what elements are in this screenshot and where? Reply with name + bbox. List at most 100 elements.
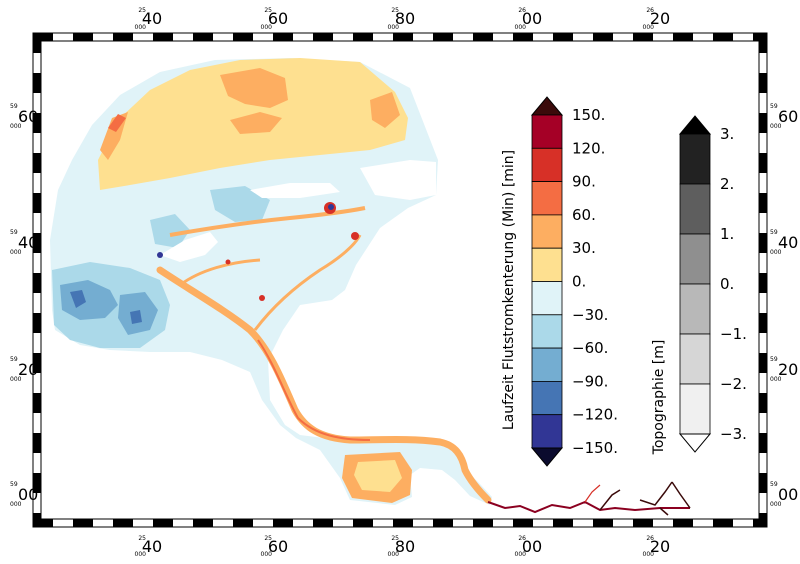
- island: [250, 183, 340, 198]
- lat-label-prefix: 59: [10, 229, 18, 236]
- frame-segment: [473, 33, 493, 41]
- colorbar-swatch: [679, 133, 711, 185]
- frame-segment: [759, 393, 767, 413]
- lat-label: 40: [778, 233, 798, 252]
- lon-label-prefix: 25: [138, 535, 146, 542]
- tidal-channel: [253, 234, 362, 331]
- frame-segment: [433, 33, 453, 41]
- frame-segment: [513, 519, 533, 527]
- frame-segment: [153, 519, 173, 527]
- frame-segment: [393, 33, 413, 41]
- colorbar-extend-min: [678, 433, 712, 453]
- colorbar-swatch: [531, 281, 563, 316]
- frame-segment: [553, 33, 573, 41]
- zone-positive-60: [230, 112, 282, 134]
- colorbar-tick-label: −60.: [572, 339, 608, 357]
- channel-core: [257, 339, 371, 441]
- colorbar-swatch: [531, 380, 563, 416]
- frame-segment: [759, 513, 767, 527]
- hotspot-max: [351, 232, 359, 240]
- lon-label-suffix: 000: [643, 24, 655, 31]
- frame-segment: [759, 313, 767, 333]
- lon-label-suffix: 000: [261, 24, 273, 31]
- tidal-channel: [169, 206, 366, 237]
- frame-segment: [433, 519, 453, 527]
- lon-label-suffix: 000: [515, 551, 527, 558]
- lat-label-suffix: 000: [10, 123, 22, 130]
- river-line: [584, 484, 601, 503]
- colorbar-swatch: [679, 233, 711, 285]
- colorbar-swatch: [531, 347, 563, 382]
- colorbar-swatch: [679, 333, 711, 385]
- frame-segment: [33, 73, 41, 93]
- lat-label-prefix: 59: [770, 103, 778, 110]
- frame-segment: [193, 519, 213, 527]
- zone-negative-60: [60, 280, 118, 320]
- lon-label: 20: [650, 9, 670, 28]
- frame-segment: [33, 473, 41, 493]
- lat-label-suffix: 000: [770, 123, 782, 130]
- frame-segment: [193, 33, 213, 41]
- colorbar-swatch: [531, 147, 563, 183]
- frame-segment: [33, 113, 41, 133]
- lon-label-prefix: 25: [264, 7, 272, 14]
- colorbar-tick-label: −90.: [572, 372, 608, 390]
- lon-label-suffix: 000: [388, 24, 400, 31]
- lon-label-suffix: 000: [515, 24, 527, 31]
- lat-label-suffix: 000: [10, 249, 22, 256]
- lon-label-prefix: 25: [264, 535, 272, 542]
- frame-segment: [33, 153, 41, 173]
- colorbar-tick-label: 3.: [720, 125, 734, 143]
- colorbar-swatch: [531, 247, 563, 282]
- frame-segment: [759, 433, 767, 453]
- frame-segment: [713, 33, 733, 41]
- zone-positive-90: [108, 114, 126, 132]
- lat-label-suffix: 000: [770, 501, 782, 508]
- lat-label-prefix: 59: [770, 356, 778, 363]
- frame-segment: [33, 233, 41, 253]
- lon-label-prefix: 25: [391, 7, 399, 14]
- lat-label-suffix: 000: [10, 501, 22, 508]
- lat-label: 60: [18, 107, 38, 126]
- colorbar-tick-label: 30.: [572, 239, 596, 257]
- frame-segment: [759, 273, 767, 293]
- lon-label: 00: [522, 9, 542, 28]
- tidal-channel: [156, 266, 492, 504]
- frame-segment: [759, 113, 767, 133]
- zone-positive-60: [220, 68, 288, 108]
- colorbar-tick-label: −150.: [572, 439, 618, 457]
- lat-label: 00: [18, 485, 38, 504]
- frame-segment: [233, 519, 253, 527]
- zone-positive-60: [370, 92, 400, 128]
- frame-segment: [673, 33, 693, 41]
- lon-label-suffix: 000: [643, 551, 655, 558]
- hotspot-max: [225, 259, 231, 265]
- frame-segment: [759, 33, 767, 53]
- frame-segment: [33, 313, 41, 333]
- colorbar-swatch: [531, 214, 563, 249]
- lon-label-prefix: 26: [518, 7, 526, 14]
- lat-label-suffix: 000: [770, 249, 782, 256]
- frame-segment: [313, 519, 333, 527]
- lon-label-suffix: 000: [135, 24, 147, 31]
- frame-segment: [113, 33, 133, 41]
- lon-label: 20: [650, 537, 670, 556]
- colorbar-topography: 3. 2. 1. 0. −1. −2. −3.: [678, 115, 747, 453]
- lat-label: 20: [18, 360, 38, 379]
- colorbar-tick-label: −120.: [572, 406, 618, 424]
- colorbar-tick-label: 0.: [720, 275, 734, 293]
- colorbar-swatch: [531, 181, 563, 216]
- lat-label: 00: [778, 485, 798, 504]
- lon-label: 80: [395, 9, 415, 28]
- lon-label: 40: [142, 537, 162, 556]
- colorbar-tick-label: 2.: [720, 175, 734, 193]
- lon-label: 40: [142, 9, 162, 28]
- harbour-basin-inner: [354, 460, 402, 492]
- frame-segment: [633, 33, 653, 41]
- frame-segment: [673, 519, 693, 527]
- lon-label-suffix: 000: [135, 551, 147, 558]
- lat-label-prefix: 59: [770, 481, 778, 488]
- colorbar-tick-label: 0.: [572, 273, 586, 291]
- lat-label-prefix: 59: [770, 229, 778, 236]
- frame-segment: [273, 33, 293, 41]
